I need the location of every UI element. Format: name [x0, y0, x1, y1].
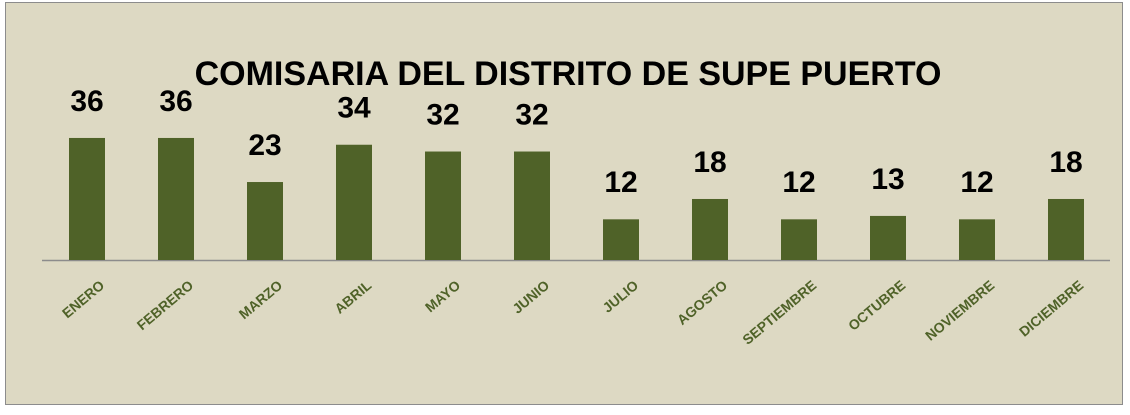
bar [870, 215, 906, 260]
bar [247, 182, 283, 260]
data-label: 32 [426, 98, 459, 131]
data-label: 23 [248, 129, 281, 162]
data-label: 12 [960, 166, 993, 199]
bar [959, 219, 995, 260]
data-label: 32 [515, 98, 548, 131]
data-label: 12 [604, 166, 637, 199]
bar [514, 151, 550, 260]
data-label: 18 [1049, 146, 1082, 179]
data-label: 34 [337, 92, 371, 125]
data-label: 18 [693, 146, 726, 179]
bar [603, 219, 639, 260]
bar [336, 144, 372, 260]
bar [1048, 198, 1084, 260]
data-label: 36 [70, 85, 103, 118]
bar [158, 137, 194, 260]
data-label: 12 [782, 166, 815, 199]
chart-title: COMISARIA DEL DISTRITO DE SUPE PUERTO [195, 55, 942, 93]
bar [781, 219, 817, 260]
data-label: 13 [871, 163, 904, 196]
bar [692, 198, 728, 260]
bar [425, 151, 461, 260]
data-label: 36 [159, 85, 192, 118]
bar [69, 137, 105, 260]
